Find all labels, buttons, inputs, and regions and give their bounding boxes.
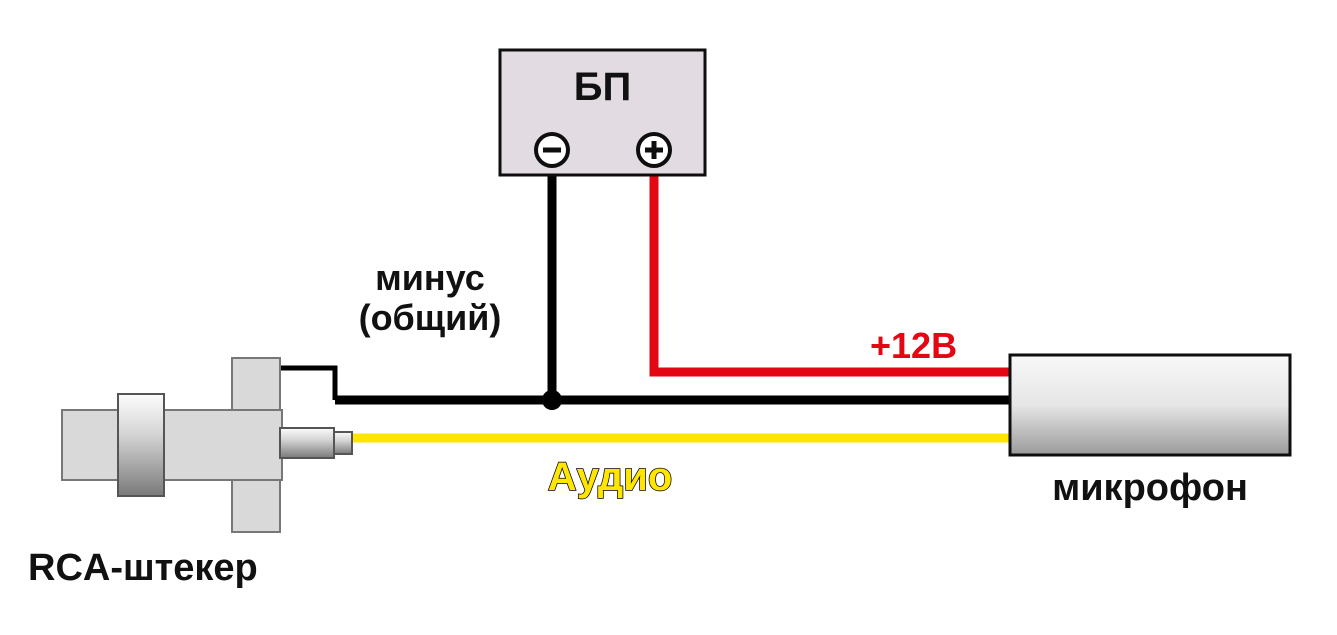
label-common: (общий): [359, 297, 502, 338]
terminal-plus: [638, 134, 670, 166]
rca-plug: [62, 358, 352, 532]
label-rca: RCA-штекер: [28, 547, 258, 589]
junction-node: [542, 390, 562, 410]
label-mic: микрофон: [1052, 467, 1248, 509]
label-12v: +12В: [870, 325, 957, 366]
psu-block: БП: [500, 50, 705, 175]
terminal-minus: [536, 134, 568, 166]
psu-label: БП: [574, 65, 632, 109]
microphone: [1010, 355, 1290, 455]
label-audio: Аудио: [548, 455, 673, 499]
label-minus: минус: [375, 257, 485, 298]
